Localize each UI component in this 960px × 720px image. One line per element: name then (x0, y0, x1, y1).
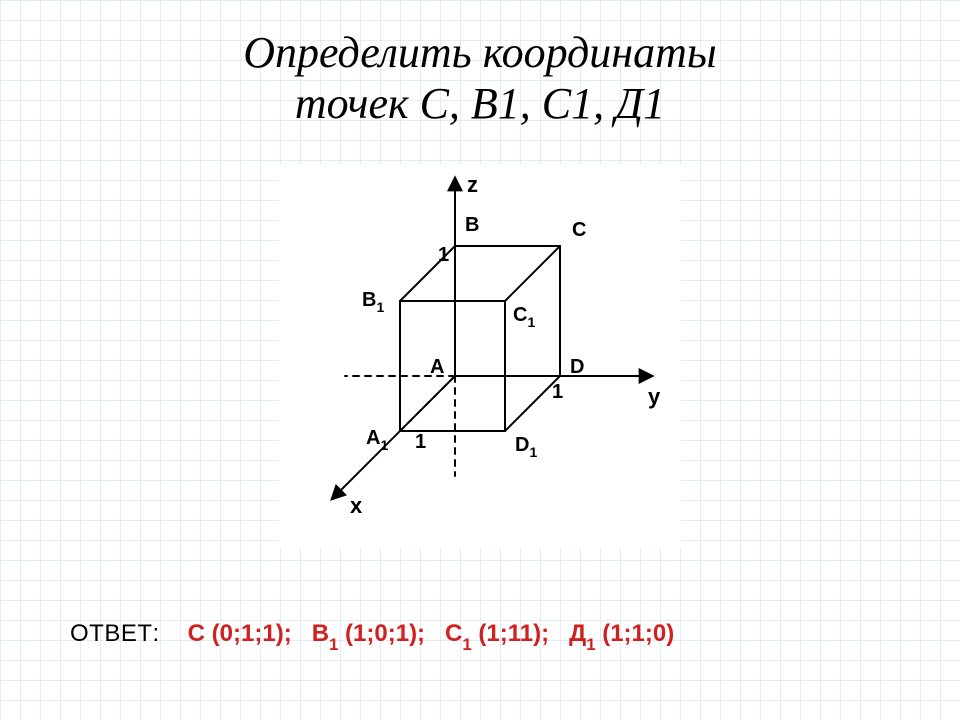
svg-text:z: z (467, 172, 478, 197)
answer-label: ОТВЕТ: (70, 620, 160, 648)
answer-item: Д1 (1;1;0) (569, 620, 674, 652)
svg-text:1: 1 (438, 244, 449, 266)
svg-text:A: A (430, 356, 444, 378)
svg-text:1: 1 (552, 381, 563, 403)
answer-item: С1 (1;11); (445, 620, 549, 652)
answer-item: В1 (1;0;1); (312, 620, 425, 652)
svg-text:D: D (570, 356, 584, 378)
answer-row: ОТВЕТ: С (0;1;1); В1 (1;0;1); С1 (1;11); Д1… (70, 620, 674, 652)
svg-text:B: B (465, 214, 479, 236)
svg-text:C: C (572, 219, 586, 241)
answer-values: С (0;1;1); В1 (1;0;1); С1 (1;11); Д1 (1;1;0… (188, 620, 675, 652)
answer-item: С (0;1;1); (188, 620, 292, 648)
svg-text:1: 1 (415, 431, 426, 453)
cube-diagram: zyx111ADA1D1BCB1C1 (279, 165, 681, 547)
svg-text:x: x (350, 493, 363, 518)
page-title: Определить координаты точек С, В1, С1, Д… (0, 28, 960, 129)
svg-text:y: y (648, 384, 661, 409)
